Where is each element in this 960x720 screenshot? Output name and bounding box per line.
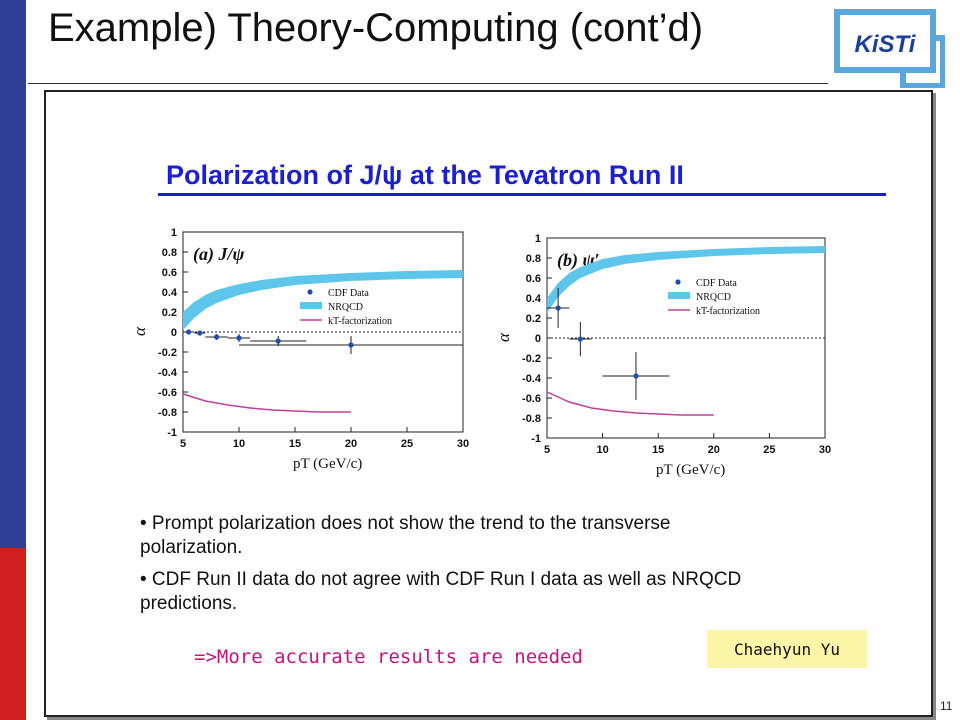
kt-factorization-line (546, 391, 714, 416)
kt-factorization-line (182, 393, 351, 413)
legend-entry: CDF Data (696, 278, 737, 289)
y-tick-label: 0.8 (162, 247, 177, 259)
y-tick-label: -1 (531, 433, 541, 445)
x-tick-label: 20 (345, 438, 357, 450)
data-point (577, 336, 583, 342)
y-tick-label: -0.4 (158, 367, 178, 379)
left-accent-bar-blue (0, 0, 26, 548)
nrqcd-band (547, 246, 825, 313)
panel-label: (a) J/ψ (193, 244, 245, 265)
y-tick-label: -0.6 (158, 387, 177, 399)
x-tick-label: 15 (289, 438, 301, 450)
page-number: 11 (940, 699, 953, 713)
y-tick-label: -0.8 (522, 413, 541, 425)
x-tick-label: 5 (180, 438, 186, 450)
legend-marker (300, 302, 322, 309)
y-tick-label: 0.4 (162, 287, 178, 299)
x-axis-label: pT (GeV/c) (656, 462, 725, 478)
y-tick-label: 1 (171, 227, 177, 239)
data-point (214, 334, 220, 340)
data-point (197, 330, 203, 336)
y-tick-label: -0.2 (158, 347, 177, 359)
y-tick-label: -1 (167, 427, 177, 439)
legend-marker (668, 292, 690, 299)
data-point (236, 335, 242, 341)
x-tick-label: 15 (652, 444, 664, 456)
kisti-logo: KiSTi (834, 9, 945, 88)
legend-entry: kT-factorization (328, 316, 392, 327)
y-tick-label: -0.8 (158, 407, 177, 419)
bullet-item: • CDF Run II data do not agree with CDF … (140, 569, 742, 614)
title-divider (28, 83, 828, 84)
x-tick-label: 30 (457, 438, 469, 450)
y-tick-label: 0.2 (526, 313, 541, 325)
legend-entry: CDF Data (328, 288, 369, 299)
data-point (348, 342, 354, 348)
x-tick-label: 20 (708, 444, 720, 456)
bullet-list: • Prompt polarization does not show the … (140, 512, 760, 624)
legend-entry: NRQCD (696, 292, 731, 303)
legend-marker (675, 279, 681, 285)
y-tick-label: 0.4 (526, 293, 542, 305)
y-axis-label: α (494, 332, 513, 342)
y-tick-label: 0.6 (162, 267, 177, 279)
x-axis-label: pT (GeV/c) (293, 456, 362, 472)
x-tick-label: 10 (233, 438, 245, 450)
left-accent-bar-red (0, 548, 26, 720)
figure-title: Polarization of J/ψ at the Tevatron Run … (166, 160, 684, 190)
y-tick-label: 0.6 (526, 273, 541, 285)
bullet-item: • Prompt polarization does not show the … (140, 513, 671, 558)
legend-entry: kT-factorization (696, 306, 760, 317)
y-tick-label: 0.8 (526, 253, 541, 265)
y-tick-label: -0.2 (522, 353, 541, 365)
author-label: Chaehyun Yu (707, 630, 867, 668)
nrqcd-band (183, 270, 463, 330)
legend-marker (307, 289, 313, 295)
y-axis-label: α (130, 326, 149, 336)
x-tick-label: 10 (596, 444, 608, 456)
slide-title: Example) Theory-Computing (cont’d) (48, 6, 704, 50)
data-point (186, 329, 192, 335)
x-tick-label: 30 (819, 444, 831, 456)
y-tick-label: 0.2 (162, 307, 177, 319)
y-tick-label: -0.4 (522, 373, 542, 385)
y-tick-label: 0 (171, 327, 177, 339)
data-point (633, 373, 639, 379)
logo-text: KiSTi (855, 31, 917, 58)
y-tick-label: 0 (535, 333, 541, 345)
legend-entry: NRQCD (328, 302, 363, 313)
y-tick-label: 1 (535, 233, 541, 245)
x-tick-label: 5 (544, 444, 550, 456)
data-point (555, 305, 561, 311)
conclusion-text: =>More accurate results are needed (194, 646, 583, 668)
figure-title-underline (158, 193, 886, 196)
data-point (275, 338, 281, 344)
y-tick-label: -0.6 (522, 393, 541, 405)
x-tick-label: 25 (401, 438, 413, 450)
x-tick-label: 25 (763, 444, 775, 456)
